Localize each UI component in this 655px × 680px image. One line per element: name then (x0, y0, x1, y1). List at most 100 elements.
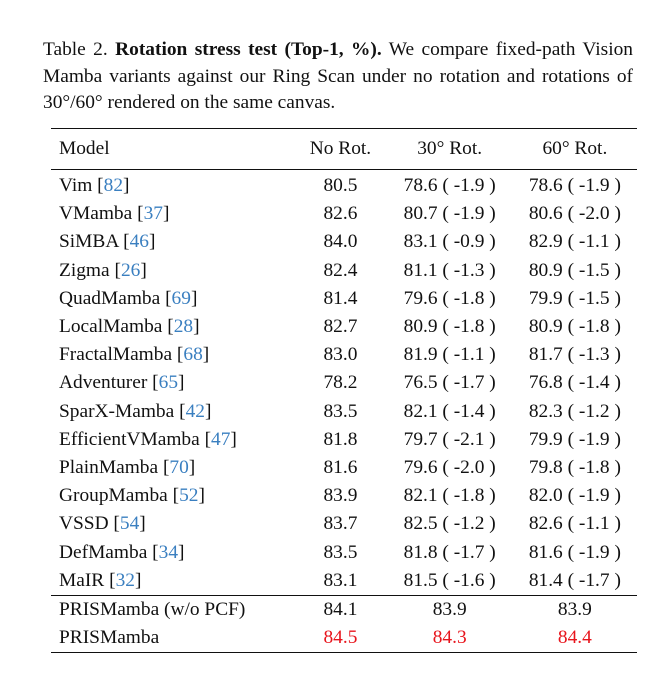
rot30-cell: 81.9 ( -1.1 ) (403, 344, 496, 366)
model-name: PlainMamba (59, 457, 159, 479)
table-row: Adventurer [65] 78.2 76.5 ( -1.7 ) 76.8 ( -… (51, 369, 637, 397)
rot30-cell: 83.1 ( -0.9 ) (403, 231, 496, 253)
citation-open: [ (167, 485, 180, 507)
model-name: FractalMamba (59, 344, 173, 366)
citation-link[interactable]: 46 (129, 231, 149, 253)
table-row: FractalMamba [68] 83.0 81.9 ( -1.1 ) 81.7 (… (51, 341, 637, 369)
rot30-cell: 80.9 ( -1.8 ) (403, 316, 496, 338)
citation-open: [ (174, 400, 186, 422)
model-cell: Zigma [26] (51, 257, 294, 285)
no-rot-cell: 81.4 (323, 287, 358, 309)
citation-link[interactable]: 65 (158, 372, 179, 394)
citation-open: [ (147, 372, 159, 394)
model-name: GroupMamba (59, 485, 168, 507)
table-row-ours: PRISMamba 84.5 84.3 84.4 (51, 624, 637, 654)
model-cell: Adventurer [65] (51, 369, 294, 397)
table-row: GroupMamba [52] 83.9 82.1 ( -1.8 ) 82.0 ( -… (51, 482, 637, 510)
citation-open: [ (109, 259, 121, 281)
no-rot-cell: 80.5 (323, 175, 358, 196)
rot60-cell: 80.9 ( -1.8 ) (528, 316, 621, 338)
citation-link[interactable]: 28 (173, 316, 194, 338)
no-rot-cell: 78.2 (323, 372, 358, 394)
citation-link[interactable]: 52 (179, 485, 199, 507)
citation-link[interactable]: 26 (120, 259, 141, 281)
model-cell: SparX-Mamba [42] (51, 398, 294, 426)
citation-close: ] (198, 485, 205, 507)
citation-close: ] (202, 344, 210, 366)
rot60-cell: 81.7 ( -1.3 ) (528, 344, 621, 366)
rot30-cell: 81.1 ( -1.3 ) (403, 259, 496, 281)
model-cell: QuadMamba [69] (51, 285, 294, 313)
citation-link[interactable]: 70 (169, 457, 189, 479)
citation-link[interactable]: 54 (119, 513, 140, 535)
citation-open: [ (158, 457, 170, 479)
baseline-rows: Vim [82] 80.5 78.6 ( -1.9 ) 78.6 ( -1.9 ) VM… (51, 170, 637, 596)
rot30-cell: 76.5 ( -1.7 ) (403, 372, 496, 394)
rot30-cell: 82.5 ( -1.2 ) (403, 513, 496, 535)
citation-open: [ (162, 316, 174, 338)
model-cell: FractalMamba [68] (51, 341, 294, 369)
header-rot60: 60° Rot. (512, 128, 637, 170)
rot60-cell: 80.6 ( -2.0 ) (528, 203, 621, 225)
caption-label: Table 2. (43, 39, 108, 60)
citation-link[interactable]: 68 (183, 344, 203, 366)
rotation-stress-table: Model No Rot. 30° Rot. 60° Rot. Vim [82]… (51, 128, 637, 654)
model-name: MaIR (59, 569, 105, 591)
rot30-cell: 78.6 ( -1.9 ) (403, 175, 496, 196)
model-name: SiMBA (59, 231, 119, 253)
no-rot-cell: 83.7 (323, 513, 358, 535)
citation-link[interactable]: 34 (158, 541, 179, 563)
citation-open: [ (108, 513, 120, 535)
citation-link[interactable]: 69 (171, 287, 191, 309)
rot60-cell: 82.6 ( -1.1 ) (528, 513, 621, 535)
citation-close: ] (148, 231, 156, 253)
model-cell: GroupMamba [52] (51, 482, 294, 510)
model-cell: LocalMamba [28] (51, 313, 294, 341)
rot30-cell: 83.9 (386, 595, 513, 625)
no-rot-cell: 81.6 (323, 457, 358, 479)
citation-link[interactable]: 32 (115, 569, 135, 591)
header-row: Model No Rot. 30° Rot. 60° Rot. (51, 128, 637, 170)
no-rot-cell: 84.0 (323, 231, 358, 253)
citation-open: [ (160, 287, 172, 309)
no-rot-cell: 82.6 (323, 203, 358, 225)
rot60-cell: 78.6 ( -1.9 ) (528, 175, 621, 196)
rot60-cell: 79.9 ( -1.5 ) (528, 287, 621, 309)
model-cell: DefMamba [34] (51, 539, 294, 567)
citation-link[interactable]: 82 (103, 175, 124, 196)
no-rot-cell: 84.5 (294, 624, 387, 654)
citation-link[interactable]: 42 (185, 400, 205, 422)
citation-open: [ (104, 569, 116, 591)
citation-close: ] (162, 203, 170, 225)
rot30-cell: 79.6 ( -1.8 ) (403, 287, 496, 309)
caption-text: We compare fixed-path Vision Mamba varia… (43, 39, 633, 113)
no-rot-cell: 83.1 (323, 569, 358, 591)
model-cell: SiMBA [46] (51, 228, 294, 256)
citation-close: ] (193, 316, 200, 338)
citation-link[interactable]: 37 (143, 203, 163, 225)
citation-close: ] (139, 513, 146, 535)
table-row: VSSD [54] 83.7 82.5 ( -1.2 ) 82.6 ( -1.1 ) (51, 510, 637, 538)
table-row: VMamba [37] 82.6 80.7 ( -1.9 ) 80.6 ( -2.0 … (51, 200, 637, 228)
citation-link[interactable]: 47 (211, 428, 231, 450)
table-row: SiMBA [46] 84.0 83.1 ( -0.9 ) 82.9 ( -1.1 ) (51, 228, 637, 256)
model-name: VSSD (59, 513, 109, 535)
table-row: EfficientVMamba [47] 81.8 79.7 ( -2.1 ) 79.… (51, 426, 637, 454)
citation-close: ] (188, 457, 196, 479)
table-row: DefMamba [34] 83.5 81.8 ( -1.7 ) 81.6 ( -1.… (51, 539, 637, 567)
rot30-cell: 82.1 ( -1.8 ) (403, 485, 496, 507)
no-rot-cell: 83.9 (323, 485, 358, 507)
citation-open: [ (132, 203, 144, 225)
citation-open: [ (199, 428, 212, 450)
header-no-rot: No Rot. (294, 128, 387, 170)
rot60-cell: 81.6 ( -1.9 ) (528, 541, 621, 563)
caption-title: Rotation stress test (Top-1, %). (115, 39, 382, 60)
no-rot-cell: 83.0 (323, 344, 358, 366)
rot30-cell: 79.6 ( -2.0 ) (403, 457, 496, 479)
model-cell: MaIR [32] (51, 567, 294, 596)
table-row: LocalMamba [28] 82.7 80.9 ( -1.8 ) 80.9 ( -… (51, 313, 637, 341)
rot30-cell: 81.8 ( -1.7 ) (403, 541, 496, 563)
rot60-cell: 82.3 ( -1.2 ) (528, 400, 621, 422)
rot30-cell: 80.7 ( -1.9 ) (403, 203, 496, 225)
model-cell: PRISMamba (w/o PCF) (51, 595, 295, 625)
